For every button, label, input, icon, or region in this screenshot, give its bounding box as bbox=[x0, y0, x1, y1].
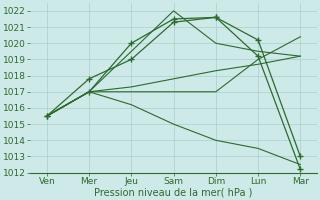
X-axis label: Pression niveau de la mer( hPa ): Pression niveau de la mer( hPa ) bbox=[94, 187, 253, 197]
